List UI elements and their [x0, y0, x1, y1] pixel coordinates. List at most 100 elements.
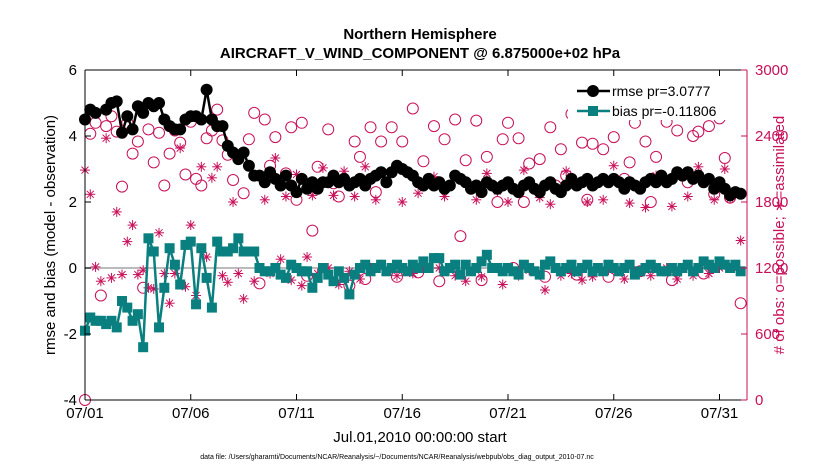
obs-possible-point — [480, 150, 493, 163]
obs-assimilated-point — [413, 188, 424, 199]
legend-rmse-label: rmse pr=3.0777 — [612, 83, 711, 99]
x-tick-label: 07/01 — [66, 405, 104, 422]
obs-possible-point — [449, 113, 462, 126]
obs-assimilated-point — [645, 270, 656, 281]
obs-assimilated-point — [619, 274, 630, 284]
bias-point — [217, 246, 228, 257]
obs-possible-point — [459, 154, 472, 167]
bias-point — [545, 256, 556, 267]
y-right-tick-label: 1200 — [755, 260, 788, 277]
rmse-point — [174, 123, 187, 136]
obs-assimilated-point — [85, 189, 96, 200]
bias-point — [529, 266, 540, 277]
obs-possible-point — [607, 131, 620, 144]
y-right-tick-label: 1800 — [755, 194, 788, 211]
rmse-point — [110, 95, 123, 108]
bias-point — [402, 266, 413, 277]
bias-point — [90, 315, 101, 326]
rmse-point — [89, 106, 102, 119]
y-axis-label: rmse and bias (model - observation) — [42, 115, 59, 355]
obs-assimilated-point — [238, 293, 249, 304]
obs-possible-point — [100, 120, 113, 133]
bias-point — [592, 263, 603, 273]
obs-possible-point — [650, 150, 663, 163]
bias-point — [254, 263, 265, 273]
bias-point — [645, 259, 656, 270]
obs-assimilated-point — [391, 270, 402, 281]
rmse-point — [195, 113, 208, 126]
obs-assimilated-point — [117, 269, 128, 280]
bias-point — [450, 259, 461, 270]
obs-possible-point — [322, 123, 335, 136]
obs-possible-point — [433, 275, 446, 288]
bias-point — [497, 266, 508, 277]
obs-possible-point — [734, 297, 747, 310]
rmse-point — [153, 97, 166, 109]
y-tick-label: -4 — [64, 392, 77, 409]
obs-assimilated-point — [196, 161, 207, 172]
bias-point — [714, 256, 725, 267]
y-axis-right-label: # of obs: o=possible; ∗=assimilated — [771, 116, 788, 355]
obs-possible-point — [131, 135, 144, 148]
y-right-tick-label: 600 — [755, 326, 780, 343]
bias-point — [614, 266, 625, 277]
bias-point — [312, 272, 323, 283]
obs-assimilated-point — [185, 220, 196, 231]
bias-point — [608, 263, 619, 273]
bias-point — [624, 259, 635, 270]
obs-assimilated-point — [101, 133, 112, 144]
obs-possible-point — [227, 174, 240, 186]
obs-possible-point — [523, 157, 536, 170]
x-tick-label: 07/06 — [172, 405, 210, 422]
bias-point — [138, 342, 149, 353]
bias-point — [169, 259, 180, 270]
bias-point — [455, 269, 466, 280]
bias-point — [407, 259, 418, 270]
x-tick-label: 07/26 — [595, 405, 633, 422]
obs-possible-point — [639, 135, 652, 148]
bias-point — [191, 299, 202, 310]
bias-point — [175, 279, 186, 290]
obs-possible-point — [438, 133, 451, 146]
legend-bias-marker — [588, 106, 598, 116]
obs-assimilated-point — [90, 261, 101, 272]
obs-assimilated-point — [577, 275, 588, 286]
bias-point — [666, 263, 677, 273]
bias-point — [339, 272, 350, 283]
bias-point — [164, 243, 175, 254]
bias-point — [518, 259, 529, 270]
bias-point — [672, 266, 683, 277]
obs-assimilated-point — [217, 270, 228, 281]
obs-assimilated-point — [270, 153, 281, 163]
obs-possible-point — [470, 114, 483, 127]
bias-point — [354, 263, 365, 273]
bias-point — [296, 266, 307, 277]
bias-point — [603, 259, 614, 270]
obs-assimilated-point — [719, 164, 730, 174]
obs-possible-point — [396, 135, 409, 148]
y-right-tick-label: 3000 — [755, 62, 788, 79]
obs-possible-point — [269, 131, 282, 144]
bias-point — [725, 263, 736, 273]
bias-point — [577, 263, 588, 273]
obs-possible-point — [623, 156, 636, 169]
bias-point — [212, 236, 223, 247]
obs-possible-point — [512, 132, 525, 145]
bias-point — [344, 289, 355, 300]
bias-point — [555, 266, 566, 277]
obs-assimilated-point — [111, 206, 122, 217]
bias-point — [719, 259, 730, 270]
obs-possible-point — [502, 116, 515, 129]
bias-point — [688, 266, 699, 277]
obs-assimilated-point — [561, 166, 572, 177]
rmse-point — [216, 120, 229, 133]
bias-point — [222, 246, 233, 257]
obs-possible-point — [496, 133, 509, 146]
obs-possible-point — [375, 135, 388, 148]
obs-assimilated-point — [349, 191, 360, 202]
bias-point — [439, 266, 450, 277]
obs-possible-point — [385, 121, 398, 134]
bias-point — [106, 315, 117, 326]
obs-possible-point — [554, 143, 567, 156]
rmse-point — [375, 166, 388, 179]
